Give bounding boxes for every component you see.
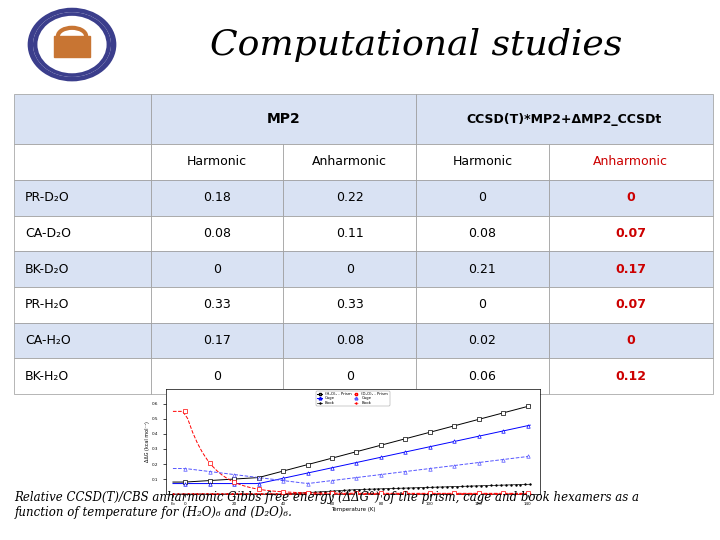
Bar xyxy=(14,215,150,251)
Bar xyxy=(283,144,416,180)
Text: CCSD(T)*MP2+ΔMP2_CCSDt: CCSD(T)*MP2+ΔMP2_CCSDt xyxy=(467,113,662,126)
Bar xyxy=(416,287,549,323)
Text: 0: 0 xyxy=(626,191,635,204)
Text: 0.02: 0.02 xyxy=(469,334,496,347)
Bar xyxy=(150,287,283,323)
Bar xyxy=(14,180,150,215)
Bar xyxy=(416,215,549,251)
Bar xyxy=(549,215,713,251)
Bar xyxy=(416,251,549,287)
Bar xyxy=(283,287,416,323)
Text: Harmonic: Harmonic xyxy=(187,156,247,168)
X-axis label: Temperature (K): Temperature (K) xyxy=(330,507,375,512)
Text: 0: 0 xyxy=(478,299,486,312)
Text: 0.18: 0.18 xyxy=(203,191,231,204)
Text: BK-D₂O: BK-D₂O xyxy=(25,262,69,276)
Text: Anharmonic: Anharmonic xyxy=(312,156,387,168)
Bar xyxy=(150,180,283,215)
Y-axis label: ΔΔG (kcal mol⁻¹): ΔΔG (kcal mol⁻¹) xyxy=(145,421,150,462)
Text: 0.21: 0.21 xyxy=(469,262,496,276)
Text: 0: 0 xyxy=(346,370,354,383)
Text: 0.12: 0.12 xyxy=(615,370,647,383)
Bar xyxy=(14,94,150,144)
Polygon shape xyxy=(54,36,90,57)
Text: 0.33: 0.33 xyxy=(203,299,231,312)
Text: 0: 0 xyxy=(213,262,221,276)
Circle shape xyxy=(33,12,111,77)
Text: 0.06: 0.06 xyxy=(469,370,496,383)
Text: 0: 0 xyxy=(346,262,354,276)
Text: CA-H₂O: CA-H₂O xyxy=(25,334,71,347)
Text: 0.08: 0.08 xyxy=(336,334,364,347)
Bar xyxy=(416,180,549,215)
Bar xyxy=(549,287,713,323)
Bar xyxy=(549,251,713,287)
Text: 0.07: 0.07 xyxy=(615,227,647,240)
Text: 0.07: 0.07 xyxy=(615,299,647,312)
Text: PR-D₂O: PR-D₂O xyxy=(25,191,70,204)
Bar xyxy=(283,251,416,287)
Bar xyxy=(283,323,416,359)
Bar xyxy=(416,359,549,394)
Bar xyxy=(14,251,150,287)
Bar xyxy=(549,359,713,394)
Circle shape xyxy=(37,16,107,73)
Bar xyxy=(14,359,150,394)
Text: 0.33: 0.33 xyxy=(336,299,364,312)
Text: 0: 0 xyxy=(478,191,486,204)
Bar xyxy=(283,359,416,394)
Bar xyxy=(150,94,416,144)
Bar xyxy=(549,323,713,359)
Bar xyxy=(150,215,283,251)
Text: PR-H₂O: PR-H₂O xyxy=(25,299,69,312)
Bar xyxy=(14,287,150,323)
Text: 0.17: 0.17 xyxy=(203,334,231,347)
Bar xyxy=(283,180,416,215)
Text: 0.22: 0.22 xyxy=(336,191,364,204)
Text: Harmonic: Harmonic xyxy=(452,156,513,168)
Bar xyxy=(416,323,549,359)
Text: 0: 0 xyxy=(213,370,221,383)
Bar xyxy=(150,359,283,394)
Text: Relative CCSD(T)/CBS anharmonic Gibbs free energy (ΔΔG°) of the prism, cage and : Relative CCSD(T)/CBS anharmonic Gibbs fr… xyxy=(14,491,639,519)
Legend: (H₂O)₆ - Prism, Cage, Book, (D₂O)₆ - Prism, Cage, Book: (H₂O)₆ - Prism, Cage, Book, (D₂O)₆ - Pri… xyxy=(316,391,390,406)
Text: 0.17: 0.17 xyxy=(615,262,647,276)
Text: 0: 0 xyxy=(626,334,635,347)
Circle shape xyxy=(33,12,111,77)
Bar xyxy=(150,144,283,180)
Text: Anharmonic: Anharmonic xyxy=(593,156,668,168)
Text: BK-H₂O: BK-H₂O xyxy=(25,370,69,383)
Bar xyxy=(14,144,150,180)
Bar xyxy=(416,144,549,180)
Text: CA-D₂O: CA-D₂O xyxy=(25,227,71,240)
Text: MP2: MP2 xyxy=(266,112,300,126)
Bar xyxy=(549,144,713,180)
Bar xyxy=(150,323,283,359)
Text: Computational studies: Computational studies xyxy=(210,28,623,62)
Text: 0.08: 0.08 xyxy=(203,227,231,240)
Bar xyxy=(283,215,416,251)
Bar xyxy=(150,251,283,287)
Text: 0.08: 0.08 xyxy=(468,227,496,240)
Bar xyxy=(549,180,713,215)
Circle shape xyxy=(27,8,117,82)
Bar xyxy=(14,323,150,359)
Text: 0.11: 0.11 xyxy=(336,227,364,240)
Bar xyxy=(416,94,713,144)
